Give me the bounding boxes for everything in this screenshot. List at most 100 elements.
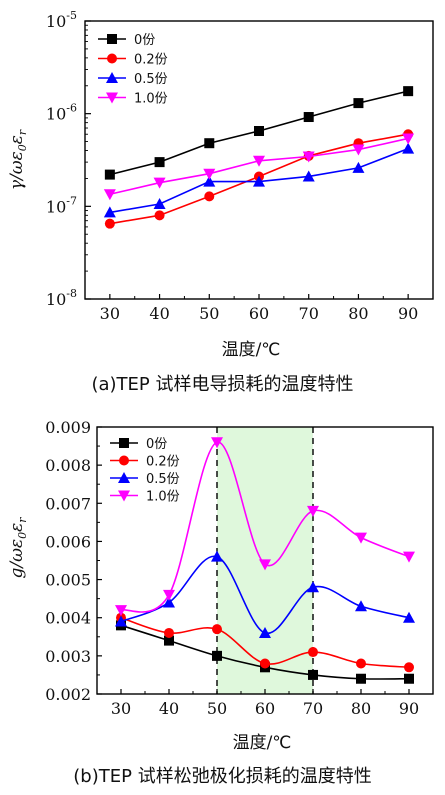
- chart-b-legend-marker-0: [119, 438, 129, 448]
- chart-a-legend-label-1: 0.2份: [134, 53, 168, 68]
- chart-a-point-2-40: [153, 197, 166, 209]
- chart-a-legend: 0份 0.2份 0.5份 1.0份: [98, 33, 168, 107]
- chart-b-point-1-80: [356, 658, 366, 669]
- chart-b-point-3-60: [259, 559, 271, 571]
- chart-b-legend-label-1: 0.2份: [146, 455, 180, 470]
- chart-b-legend-marker-2: [118, 472, 130, 483]
- chart-a-point-2-30: [103, 206, 116, 218]
- chart-a-ytick-label-0: 10-8: [46, 287, 77, 309]
- chart-a-point-0-60: [254, 126, 264, 137]
- chart-a-ytick-label-1: 10-7: [46, 194, 77, 216]
- chart-b-xtick-label-80: 80: [351, 699, 371, 718]
- chart-b-point-1-40: [164, 627, 174, 638]
- chart-a-legend-label-0: 0份: [134, 33, 155, 48]
- chart-b-point-0-40: [164, 635, 174, 646]
- chart-a-xtick-label-50: 50: [199, 304, 219, 323]
- chart-a-point-0-30: [104, 169, 115, 180]
- chart-b-ytick-label-6: 0.008: [45, 456, 91, 475]
- chart-b-point-0-50: [212, 650, 222, 661]
- chart-a-point-2-80: [352, 161, 365, 173]
- chart-a-point-3-30: [103, 189, 116, 201]
- chart-b-xtick-label-30: 30: [111, 699, 131, 718]
- chart-b-xtick-label-70: 70: [303, 699, 323, 718]
- chart-a-point-2-90: [402, 142, 415, 154]
- chart-b-legend-marker-1: [119, 455, 129, 466]
- chart-b-xtick-label-60: 60: [255, 699, 275, 718]
- chart-a-legend-label-2: 0.5份: [134, 72, 168, 87]
- chart-b-ytick-label-5: 0.007: [45, 494, 91, 513]
- chart-a-point-0-40: [154, 157, 165, 168]
- chart-b-point-1-70: [308, 647, 318, 658]
- chart-a-xlabel: 温度/℃: [222, 340, 281, 360]
- chart-a-legend-label-3: 1.0份: [134, 92, 168, 107]
- chart-a-legend-marker-3: [106, 92, 118, 104]
- chart-a-point-3-60: [253, 155, 265, 167]
- chart-b-point-2-80: [355, 600, 367, 612]
- chart-a-point-1-50: [204, 191, 215, 202]
- chart-a-point-0-70: [303, 112, 314, 123]
- chart-a-caption: (a)TEP 试样电导损耗的温度特性: [91, 374, 354, 395]
- chart-a-conductance-loss: 30 40 50 60 70 80 90 10-8 10-7 10-6 10-5 0份 0.2份 0.5…: [7, 9, 434, 360]
- chart-a-xtick-label-80: 80: [348, 304, 368, 323]
- chart-a-legend-marker-0: [107, 34, 117, 44]
- chart-b-point-3-40: [163, 589, 175, 601]
- chart-a-xtick-label-40: 40: [149, 304, 169, 323]
- chart-b-point-2-60: [259, 626, 271, 638]
- chart-b-point-0-90: [404, 673, 414, 684]
- chart-a-xtick-label-60: 60: [249, 304, 269, 323]
- chart-a-ytick-label-2: 10-6: [46, 102, 77, 124]
- chart-b-xtick-label-40: 40: [159, 699, 179, 718]
- chart-a-point-0-50: [204, 138, 215, 149]
- chart-a-point-1-30: [104, 218, 115, 229]
- chart-a-point-0-80: [353, 98, 364, 109]
- chart-b-xlabel: 温度/℃: [233, 733, 292, 753]
- chart-b-point-2-40: [163, 596, 175, 608]
- chart-b-point-3-90: [403, 551, 415, 563]
- chart-b-legend-label-2: 0.5份: [146, 472, 180, 487]
- chart-b-ytick-label-0: 0.002: [45, 685, 91, 704]
- chart-b-point-2-50: [211, 550, 223, 562]
- chart-b-point-3-50: [211, 437, 223, 449]
- chart-a-point-1-40: [154, 210, 165, 221]
- chart-a-legend-marker-2: [106, 72, 118, 83]
- chart-a-point-0-90: [403, 86, 414, 97]
- chart-a-point-2-70: [302, 170, 315, 182]
- chart-a-point-2-60: [253, 175, 265, 187]
- chart-b-caption: (b)TEP 试样松弛极化损耗的温度特性: [73, 766, 372, 787]
- chart-b-point-0-80: [356, 673, 366, 684]
- chart-b-ytick-label-4: 0.006: [45, 532, 91, 551]
- chart-a-ylabel: γ/ωε0εr: [7, 129, 29, 190]
- chart-b-point-2-70: [307, 581, 319, 593]
- chart-b-relaxation-loss: 30 40 50 60 70 80 90 0.002 0.003 0.004 0.005 0.006 0…: [7, 418, 434, 753]
- chart-b-ytick-label-3: 0.005: [45, 571, 91, 590]
- chart-a-point-3-80: [352, 144, 365, 156]
- chart-a-point-2-50: [203, 175, 216, 187]
- chart-b-legend-label-3: 1.0份: [146, 490, 180, 505]
- chart-b-point-0-70: [308, 669, 318, 680]
- chart-a-xtick-label-70: 70: [299, 304, 319, 323]
- chart-b-point-3-30: [115, 605, 127, 617]
- chart-b-point-2-30: [115, 615, 127, 627]
- chart-a-legend-marker-1: [107, 53, 117, 64]
- chart-b-point-1-90: [404, 662, 414, 673]
- chart-a-point-3-40: [153, 177, 166, 189]
- chart-b-ytick-label-1: 0.003: [45, 647, 91, 666]
- chart-b-point-3-80: [355, 532, 367, 544]
- chart-a-point-3-70: [302, 151, 315, 163]
- chart-a-xtick-label-30: 30: [100, 304, 120, 323]
- chart-a-xtick-label-90: 90: [398, 304, 418, 323]
- chart-a-point-3-50: [203, 168, 216, 180]
- chart-b-ylabel: g/ωε0εr: [7, 517, 29, 579]
- chart-b-legend: 0份 0.2份 0.5份 1.0份: [110, 437, 180, 505]
- chart-b-xtick-label-90: 90: [399, 699, 419, 718]
- chart-a-ytick-label-3: 10-5: [46, 9, 77, 31]
- chart-b-ytick-label-7: 0.009: [45, 418, 91, 437]
- chart-b-point-1-50: [212, 624, 222, 635]
- chart-b-point-3-70: [307, 505, 319, 517]
- chart-b-point-1-60: [260, 658, 270, 669]
- chart-a-point-3-90: [402, 133, 415, 145]
- chart-b-point-2-90: [403, 611, 415, 623]
- chart-b-legend-label-0: 0份: [146, 437, 167, 452]
- chart-b-ytick-label-2: 0.004: [45, 609, 91, 628]
